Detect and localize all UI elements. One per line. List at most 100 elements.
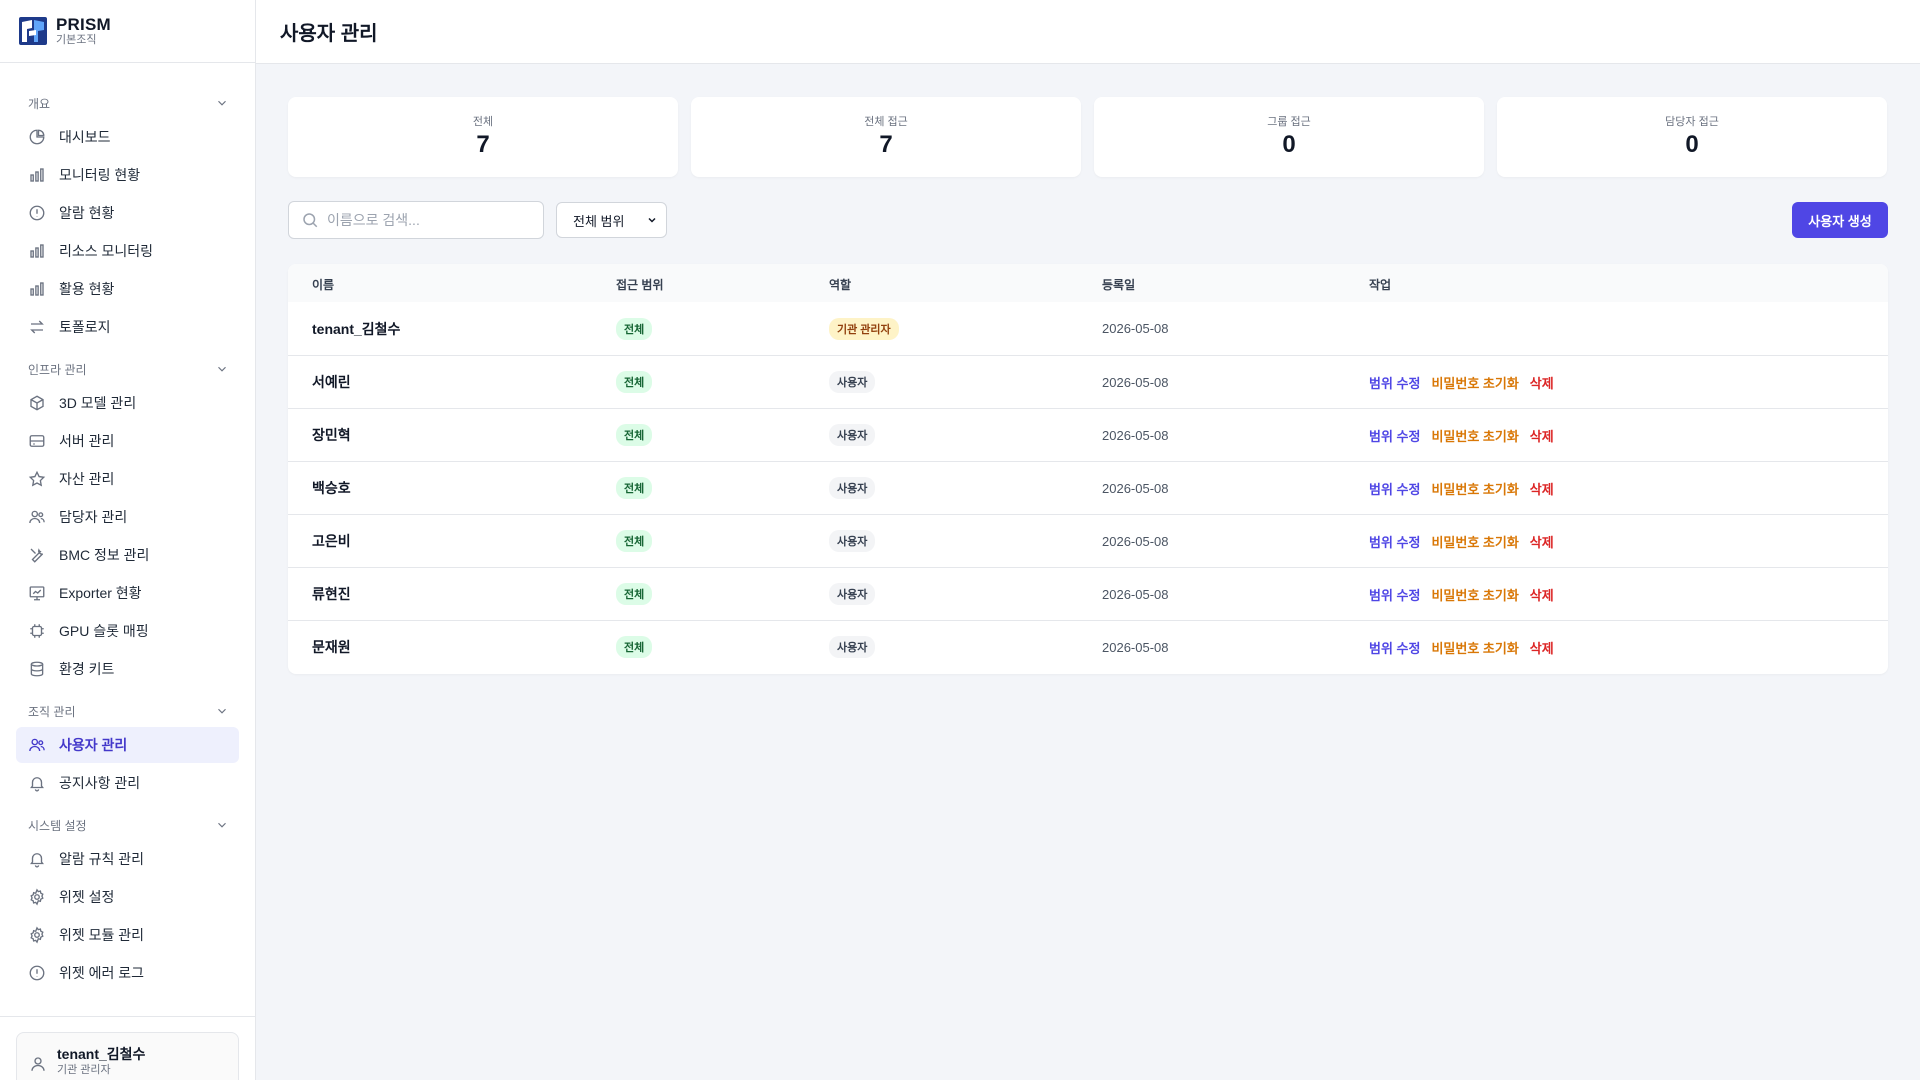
section-overview[interactable]: 개요 <box>28 93 229 113</box>
user-profile-card[interactable]: tenant_김철수 기관 관리자 <box>16 1032 239 1080</box>
sidebar-item-assets[interactable]: 자산 관리 <box>16 461 239 497</box>
sidebar-item-alarm-rules[interactable]: 알람 규칙 관리 <box>16 841 239 877</box>
chevron-down-icon <box>648 217 656 223</box>
wrench-icon <box>30 548 44 563</box>
brand[interactable]: PRISM 기본조직 <box>0 0 255 63</box>
reset-password-button[interactable]: 비밀번호 초기화 <box>1431 640 1519 656</box>
scope-badge: 전체 <box>616 636 653 658</box>
date-cell: 2026-05-08 <box>1102 427 1169 443</box>
role-badge: 사용자 <box>829 636 876 658</box>
table-row: 고은비 전체 사용자 2026-05-08 범위 수정 비밀번호 초기화 삭제 <box>288 514 1888 567</box>
sidebar-item-label: 위젯 에러 로그 <box>59 965 145 981</box>
sidebar-item-user-management[interactable]: 사용자 관리 <box>16 727 239 763</box>
sidebar-item-alarms[interactable]: 알람 현황 <box>16 195 239 231</box>
sidebar-item-servers[interactable]: 서버 관리 <box>16 423 239 459</box>
sidebar-item-widget-error-log[interactable]: 위젯 에러 로그 <box>16 955 239 991</box>
sidebar-item-dashboard[interactable]: 대시보드 <box>16 119 239 155</box>
date-cell: 2026-05-08 <box>1102 533 1169 549</box>
sidebar-item-label: 공지사항 관리 <box>59 775 141 791</box>
user-icon <box>31 1057 45 1071</box>
alert-circle-icon <box>29 205 45 221</box>
brand-subtitle: 기본조직 <box>56 33 97 46</box>
user-name-cell: 고은비 <box>312 533 351 549</box>
delete-button[interactable]: 삭제 <box>1529 428 1554 444</box>
edit-scope-button[interactable]: 범위 수정 <box>1369 428 1421 444</box>
prism-logo-icon <box>19 17 47 45</box>
stat-label: 담당자 접근 <box>1665 116 1719 128</box>
sidebar-item-3d-models[interactable]: 3D 모델 관리 <box>16 385 239 421</box>
sidebar-item-widget-modules[interactable]: 위젯 모듈 관리 <box>16 917 239 953</box>
sidebar: PRISM 기본조직 개요 대시보드 모니터링 현황 알람 현황 리소스 모니터… <box>0 0 256 1080</box>
role-cell: 사용자 <box>829 568 876 620</box>
user-name-cell: tenant_김철수 <box>312 320 401 337</box>
date-cell: 2026-05-08 <box>1102 639 1169 655</box>
brand-name: PRISM <box>56 14 111 34</box>
edit-scope-button[interactable]: 범위 수정 <box>1369 534 1421 550</box>
section-infra[interactable]: 인프라 관리 <box>28 359 229 379</box>
users-icon <box>29 738 45 752</box>
edit-scope-button[interactable]: 범위 수정 <box>1369 481 1421 497</box>
sidebar-item-monitoring[interactable]: 모니터링 현황 <box>16 157 239 193</box>
stat-label: 그룹 접근 <box>1267 116 1311 128</box>
create-user-button[interactable]: 사용자 생성 <box>1792 202 1888 238</box>
reset-password-button[interactable]: 비밀번호 초기화 <box>1431 375 1519 391</box>
reset-password-button[interactable]: 비밀번호 초기화 <box>1431 481 1519 497</box>
sidebar-item-label: 알람 규칙 관리 <box>59 851 145 867</box>
bar-chart-icon <box>30 282 44 296</box>
date-cell: 2026-05-08 <box>1102 586 1169 602</box>
reset-password-button[interactable]: 비밀번호 초기화 <box>1431 534 1519 550</box>
server-icon <box>29 435 45 447</box>
sidebar-item-managers[interactable]: 담당자 관리 <box>16 499 239 535</box>
section-org[interactable]: 조직 관리 <box>28 701 229 721</box>
sidebar-item-resource-monitoring[interactable]: 리소스 모니터링 <box>16 233 239 269</box>
scope-badge: 전체 <box>616 317 653 340</box>
scope-badge: 전체 <box>616 530 653 552</box>
sidebar-item-notices[interactable]: 공지사항 관리 <box>16 765 239 801</box>
users-icon <box>29 510 45 524</box>
actions-cell: 범위 수정 비밀번호 초기화 삭제 <box>1369 621 1554 673</box>
section-system[interactable]: 시스템 설정 <box>28 815 229 835</box>
delete-button[interactable]: 삭제 <box>1529 587 1554 603</box>
table-row: tenant_김철수 전체 기관 관리자 2026-05-08 <box>288 302 1888 355</box>
delete-button[interactable]: 삭제 <box>1529 640 1554 656</box>
search-box[interactable] <box>288 201 544 239</box>
table-row: 서예린 전체 사용자 2026-05-08 범위 수정 비밀번호 초기화 삭제 <box>288 355 1888 408</box>
sidebar-item-label: 위젯 설정 <box>59 889 115 905</box>
table-header: 이름 접근 범위 역할 등록일 작업 <box>288 264 1888 302</box>
search-input[interactable] <box>327 212 527 228</box>
delete-button[interactable]: 삭제 <box>1529 534 1554 550</box>
actions-cell: 범위 수정 비밀번호 초기화 삭제 <box>1369 462 1554 514</box>
column-header-name[interactable]: 이름 <box>312 278 335 292</box>
stat-value: 0 <box>1282 131 1296 158</box>
sidebar-item-label: 리소스 모니터링 <box>59 243 154 259</box>
cube-icon <box>30 395 44 411</box>
user-role: 기관 관리자 <box>57 1064 111 1076</box>
scope-badge: 전체 <box>616 371 653 393</box>
reset-password-button[interactable]: 비밀번호 초기화 <box>1431 428 1519 444</box>
scope-filter-select[interactable]: 전체 범위 <box>556 202 667 238</box>
sidebar-item-env-kit[interactable]: 환경 키트 <box>16 651 239 687</box>
stat-label: 전체 접근 <box>864 116 908 128</box>
sidebar-item-topology[interactable]: 토폴로지 <box>16 309 239 345</box>
sidebar-item-widget-settings[interactable]: 위젯 설정 <box>16 879 239 915</box>
stat-value: 7 <box>879 131 893 158</box>
sidebar-item-label: 환경 키트 <box>59 661 115 677</box>
edit-scope-button[interactable]: 범위 수정 <box>1369 375 1421 391</box>
section-title: 시스템 설정 <box>28 818 87 833</box>
sidebar-item-label: 알람 현황 <box>59 205 115 221</box>
delete-button[interactable]: 삭제 <box>1529 481 1554 497</box>
reset-password-button[interactable]: 비밀번호 초기화 <box>1431 587 1519 603</box>
edit-scope-button[interactable]: 범위 수정 <box>1369 640 1421 656</box>
delete-button[interactable]: 삭제 <box>1529 375 1554 391</box>
sidebar-item-usage[interactable]: 활용 현황 <box>16 271 239 307</box>
column-header-date[interactable]: 등록일 <box>1102 278 1136 292</box>
sidebar-item-exporter[interactable]: Exporter 현황 <box>16 575 239 611</box>
edit-scope-button[interactable]: 범위 수정 <box>1369 587 1421 603</box>
sidebar-item-bmc[interactable]: BMC 정보 관리 <box>16 537 239 573</box>
date-cell: 2026-05-08 <box>1102 480 1169 496</box>
section-title: 조직 관리 <box>28 704 76 719</box>
column-header-role[interactable]: 역할 <box>829 278 852 292</box>
user-name-cell: 서예린 <box>312 374 351 390</box>
column-header-scope[interactable]: 접근 범위 <box>616 278 664 292</box>
sidebar-item-gpu-slots[interactable]: GPU 슬롯 매핑 <box>16 613 239 649</box>
